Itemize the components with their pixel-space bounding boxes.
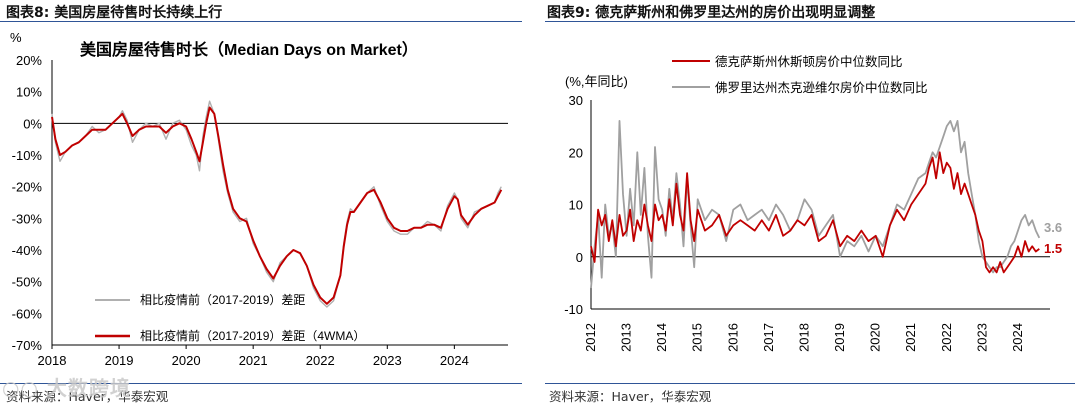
x-tick-label: 2016 (725, 323, 740, 352)
x-tick-label: 2018 (38, 353, 67, 368)
left-source: 资料来源：Haver，华泰宏观 (6, 389, 169, 404)
y-tick-label: -20% (12, 180, 43, 195)
legend-label: 德克萨斯州休斯顿房价中位数同比 (715, 54, 903, 69)
legend-label: 相比疫情前（2017-2019）差距（4WMA） (140, 328, 365, 343)
series-line-houston (590, 151, 1040, 274)
end-value-label: 1.5 (1044, 241, 1062, 256)
x-tick-label: 2022 (306, 353, 335, 368)
left-chart: % 美国房屋待售时长（Median Days on Market） 20% 10% 0%… (10, 30, 508, 368)
right-header-rule (545, 21, 1075, 22)
legend-label: 佛罗里达州杰克逊维尔房价中位数同比 (715, 80, 928, 95)
x-tick-label: 2012 (583, 323, 598, 352)
right-panel-header: 图表9: 德克萨斯州和佛罗里达州的房价出现明显调整 (547, 5, 876, 21)
left-panel-header: 图表8: 美国房屋待售时长持续上行 (6, 5, 223, 21)
watermark-logo: ○○ 大数跨境 (2, 376, 131, 400)
y-tick-label: 30 (569, 93, 583, 108)
x-tick-label: 2019 (832, 323, 847, 352)
chart-title: 美国房屋待售时长（Median Days on Market） (80, 40, 418, 59)
x-tick-label: 2019 (105, 353, 134, 368)
x-tick-label: 2022 (939, 323, 954, 352)
y-tick-label: 10 (569, 198, 583, 213)
y-tick-label: 0% (23, 116, 42, 131)
x-tick-label: 2014 (654, 323, 669, 352)
x-tick-label: 2023 (373, 353, 402, 368)
x-tick-label: 2018 (796, 323, 811, 352)
y-tick-label: 10% (16, 85, 42, 100)
x-tick-label: 2015 (690, 323, 705, 352)
left-footer-rule (0, 383, 522, 384)
y-tick-label: -30% (12, 211, 43, 226)
x-tick-label: 2021 (239, 353, 268, 368)
y-tick-label: -50% (12, 275, 43, 290)
y-tick-label: -10 (564, 302, 583, 317)
right-source: 资料来源：Haver，华泰宏观 (549, 389, 712, 404)
y-tick-label: -10% (12, 148, 43, 163)
y-unit-label: % (10, 30, 22, 45)
y-unit-label: (%,年同比) (565, 74, 628, 89)
x-tick-label: 2013 (619, 323, 634, 352)
y-tick-label: 20% (16, 53, 42, 68)
end-value-label: 3.6 (1044, 220, 1062, 235)
y-tick-label: -40% (12, 243, 43, 258)
y-tick-label: 0 (576, 250, 583, 265)
y-tick-label: -60% (12, 306, 43, 321)
right-footer-rule (545, 383, 1075, 384)
x-tick-label: 2024 (440, 353, 469, 368)
y-tick-label: 20 (569, 145, 583, 160)
legend-label: 相比疫情前（2017-2019）差距 (140, 292, 305, 307)
x-tick-label: 2021 (903, 323, 918, 352)
x-tick-label: 2023 (974, 323, 989, 352)
y-tick-label: -70% (12, 338, 43, 353)
series-line-gap (51, 100, 502, 308)
series-line-gap-4wma (51, 106, 503, 305)
x-tick-label: 2024 (1010, 323, 1025, 352)
x-tick-label: 2017 (761, 323, 776, 352)
x-tick-label: 2020 (172, 353, 201, 368)
x-tick-label: 2020 (868, 323, 883, 352)
left-header-rule (0, 21, 522, 22)
